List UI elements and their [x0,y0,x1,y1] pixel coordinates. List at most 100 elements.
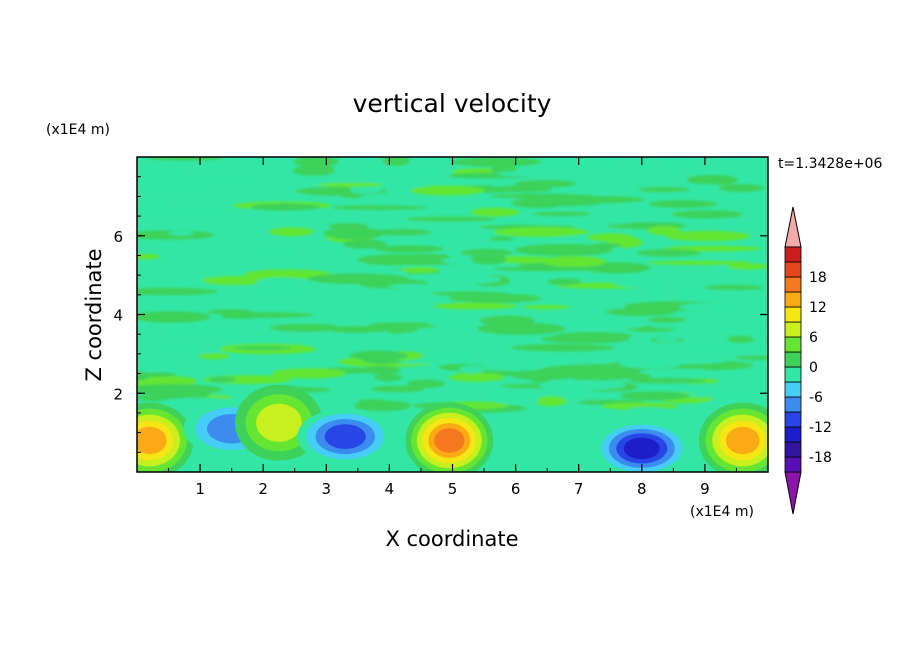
texture-patch [357,167,455,179]
texture-patch [436,274,501,285]
texture-patch [137,163,191,175]
texture-patch [655,337,680,343]
x-unit-label: (x1E4 m) [690,504,754,520]
texture-patch [361,365,401,375]
y-tick-label: 6 [113,228,123,246]
plot-area [137,157,768,472]
texture-patch [493,227,589,237]
x-tick-label: 6 [511,480,521,498]
texture-patch [638,288,666,295]
colorbar-under-arrow [784,471,802,515]
colorbar-segment [784,306,802,323]
texture-patch [619,391,690,401]
texture-patch [372,237,465,242]
texture-patch [400,267,439,273]
colorbar-segment [784,426,802,443]
texture-patch [522,304,570,310]
texture-patch [718,184,765,193]
texture-patch [735,191,768,201]
texture-patch [727,263,768,270]
colorbar-segment [784,351,802,368]
x-tick-label: 4 [385,480,395,498]
texture-patch [678,302,741,312]
colorbar-segment [784,276,802,293]
texture-patch [373,229,433,236]
colorbar-segment [784,411,802,428]
texture-patch [523,160,624,171]
texture-patch [406,379,446,389]
texture-patch [152,346,238,354]
texture-patch [511,344,615,352]
texture-patch [618,357,683,369]
feature-contour [256,403,302,442]
texture-patch [388,325,419,333]
texture-patch [449,372,505,382]
texture-patch [250,203,322,211]
texture-patch [137,371,151,381]
colorbar-segment [784,261,802,278]
colorbar-over-arrow [784,206,802,248]
texture-patch [292,165,336,176]
texture-patch [137,253,161,260]
texture-patch [406,216,497,222]
texture-patch [332,205,428,211]
colorbar-segment [784,441,802,458]
texture-patch [198,352,230,360]
chart-title: vertical velocity [353,89,552,118]
texture-patch [459,365,485,374]
texture-patch [269,227,314,237]
texture-patch [491,185,553,193]
texture-patch [450,157,542,167]
texture-patch [221,312,314,318]
y-axis: 2 4 6 [113,176,768,453]
texture-patch [367,322,442,329]
texture-patch [727,335,754,344]
feature-cell [137,402,194,472]
x-axis-label: X coordinate [385,527,518,551]
texture-patch [471,253,507,265]
texture-patch [645,368,709,373]
texture-patch [536,220,630,225]
texture-patch [269,323,341,332]
texture-patch [636,249,701,257]
texture-patch [703,284,764,291]
texture-patch [671,210,743,219]
texture-patch [528,372,553,383]
texture-patch [533,211,591,217]
x-tick-label: 3 [322,480,332,498]
texture-patch [638,186,690,193]
y-axis-label: Z coordinate [82,248,106,381]
texture-patch [137,375,198,387]
texture-patch [534,396,567,406]
texture-patch [489,236,514,241]
texture-patch [137,360,180,371]
texture-patch [137,295,180,304]
y-unit-label: (x1E4 m) [46,122,110,138]
texture-patch [243,269,333,280]
colorbar-tick-label: -18 [809,450,832,466]
colorbar-segment [784,456,802,473]
texture-patch [718,326,768,336]
texture-patch [137,209,233,219]
texture-patch [591,243,622,248]
x-tick-label: 7 [574,480,584,498]
texture-patch [542,256,607,267]
texture-patch [176,391,211,398]
feature-cell [593,420,690,472]
texture-patch [201,275,267,285]
texture-patch [153,386,205,392]
x-tick-label: 5 [448,480,458,498]
colorbar-segment [784,366,802,383]
texture-patch [561,321,644,330]
colorbar-segment [784,336,802,353]
texture-patch [242,291,317,296]
texture-patch [665,230,751,242]
texture-patch [232,345,292,351]
colorbar-tick-label: -12 [809,420,832,436]
texture-patch [387,283,440,289]
feature-cell [405,402,494,472]
texture-patch [735,355,768,361]
colorbar-segment [784,381,802,398]
x-tick-label: 1 [195,480,205,498]
